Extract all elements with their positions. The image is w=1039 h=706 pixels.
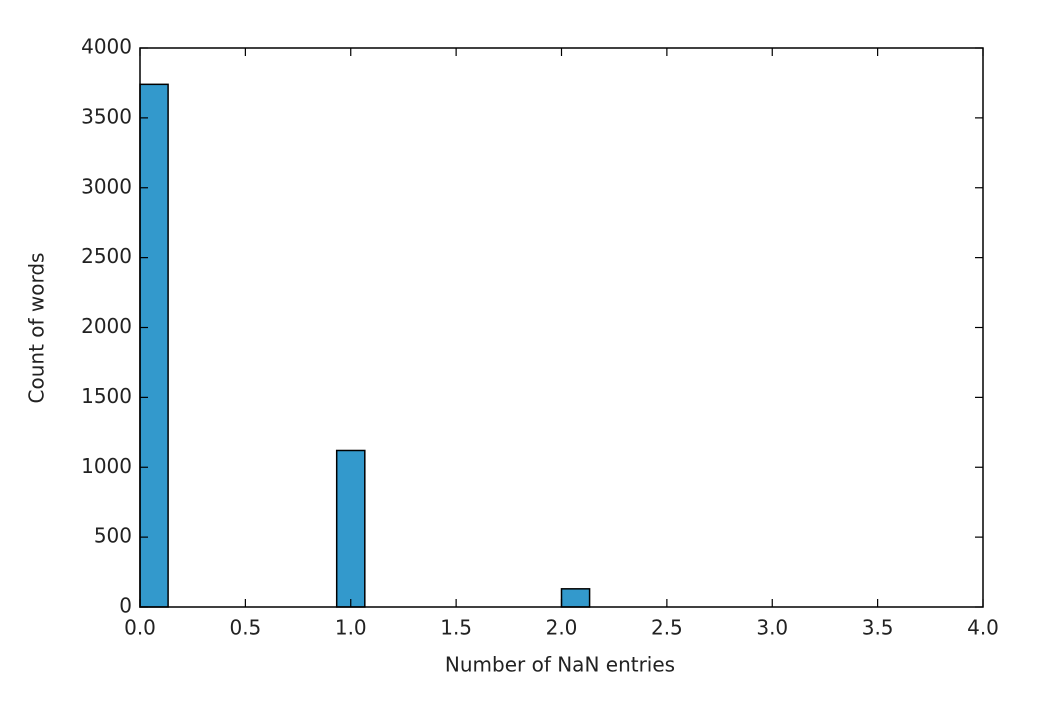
x-tick-label: 4.0 <box>967 616 999 640</box>
y-axis-label: Count of words <box>25 253 49 404</box>
x-tick-label: 1.0 <box>335 616 367 640</box>
y-tick-label: 2500 <box>81 244 132 268</box>
x-tick-label: 0.0 <box>124 616 156 640</box>
bar <box>335 449 366 608</box>
x-tick-label: 2.0 <box>546 616 578 640</box>
bar <box>560 588 591 608</box>
plot-frame <box>139 47 984 608</box>
x-tick-label: 0.5 <box>229 616 261 640</box>
y-tick-label: 500 <box>94 524 132 548</box>
y-tick-label: 2000 <box>81 314 132 338</box>
x-tick-label: 1.5 <box>440 616 472 640</box>
y-tick-label: 0 <box>119 594 132 618</box>
x-axis-label: Number of NaN entries <box>445 653 675 677</box>
y-tick-label: 3000 <box>81 174 132 198</box>
y-tick-label: 1500 <box>81 384 132 408</box>
x-tick-label: 3.0 <box>756 616 788 640</box>
x-tick-label: 2.5 <box>651 616 683 640</box>
y-tick-label: 1000 <box>81 454 132 478</box>
y-tick-label: 3500 <box>81 104 132 128</box>
y-tick-label: 4000 <box>81 35 132 59</box>
x-tick-label: 3.5 <box>862 616 894 640</box>
bar <box>139 83 169 608</box>
